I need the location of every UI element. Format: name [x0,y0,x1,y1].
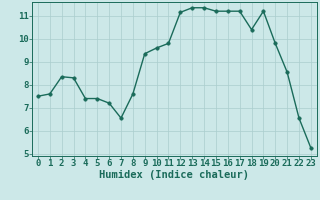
X-axis label: Humidex (Indice chaleur): Humidex (Indice chaleur) [100,170,249,180]
